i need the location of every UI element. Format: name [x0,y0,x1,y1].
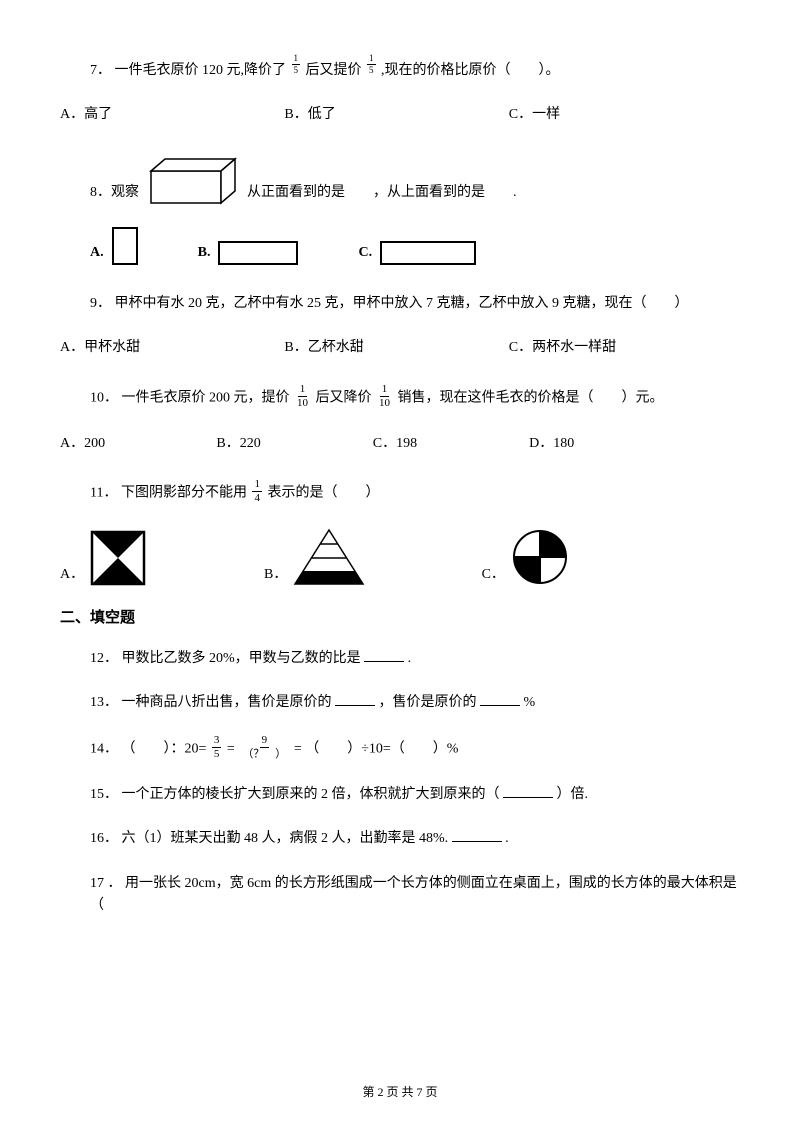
fraction-9-x: 9（？ ） [240,735,288,760]
q8-t2: 从正面看到的是 ，从上面看到的是 . [247,182,517,204]
q9-num: 9． [90,296,111,311]
q9-opt-b: B．乙杯水甜 [284,337,508,359]
q15-blank [503,784,553,798]
q13-blank-1 [335,692,375,706]
q11-options: A． B． C． [60,528,740,586]
question-7: 7． 一件毛衣原价 120 元,降价了 15 后又提价 15 ,现在的价格比原价… [60,60,740,82]
q8-num: 8． [90,182,111,204]
q12-text: 甲数比乙数多 20%，甲数与乙数的比是 [122,651,361,666]
q13-num: 13． [90,695,118,710]
q7-t2: 后又提价 [306,63,362,78]
q7-num: 7． [90,63,111,78]
question-11: 11． 下图阴影部分不能用 14 表示的是（ ） [60,481,740,506]
q7-opt-c: C．一样 [509,104,733,126]
page-footer: 第 2 页 共 7 页 [0,1083,800,1102]
q12-suffix: . [408,651,412,666]
q14-eq1: = [227,741,235,756]
q11-opt-c: C． [482,528,569,586]
question-8: 8． 观察 从正面看到的是 ，从上面看到的是 . [60,157,740,205]
q17-text: 用一张长 20cm，宽 6cm 的长方形纸围成一个长方体的侧面立在桌面上，围成的… [90,876,737,913]
q8-opt-b: B. [198,241,299,265]
q12-blank [364,648,404,662]
q9-opt-a: A．甲杯水甜 [60,337,284,359]
q8-options: A. B. C. [60,227,740,265]
question-17: 17 ． 用一张长 20cm，宽 6cm 的长方形纸围成一个长方体的侧面立在桌面… [60,873,740,918]
q16-t2: . [505,831,509,846]
question-10: 10． 一件毛衣原价 200 元，提价 110 后又降价 110 销售，现在这件… [60,386,740,411]
q7-t1: 一件毛衣原价 120 元,降价了 [115,63,287,78]
fraction-1-10-a: 110 [295,384,310,409]
q15-t2: ）倍. [557,787,589,802]
q13-t2: ，售价是原价的 [379,695,477,710]
q8-opt-a: A. [90,227,138,265]
q15-num: 15． [90,787,118,802]
q8-t1: 观察 [111,182,139,204]
q10-t2: 后又降价 [316,390,372,405]
q7-opt-a: A．高了 [60,104,284,126]
q10-opt-a: A．200 [60,433,216,455]
q10-num: 10． [90,390,118,405]
fraction-1-5-a: 15 [292,54,301,75]
triangle-layer-icon [293,528,365,586]
question-16: 16． 六（1）班某天出勤 48 人，病假 2 人，出勤率是 48%. . [60,828,740,850]
q11-opt-a: A． [60,530,264,586]
rect-long-icon [380,241,476,265]
q11-t1: 下图阴影部分不能用 [121,486,247,501]
question-13: 13． 一种商品八折出售，售价是原价的 ，售价是原价的 % [60,692,740,714]
q8-opt-c: C. [358,241,476,265]
q10-options: A．200 B．220 C．198 D．180 [60,433,740,455]
question-9: 9． 甲杯中有水 20 克，乙杯中有水 25 克，甲杯中放入 7 克糖，乙杯中放… [60,293,740,315]
q10-opt-c: C．198 [373,433,529,455]
fraction-1-5-b: 15 [367,54,376,75]
question-15: 15． 一个正方体的棱长扩大到原来的 2 倍，体积就扩大到原来的（ ）倍. [60,784,740,806]
q17-num: 17 ． [90,876,122,891]
square-diag-icon [90,530,146,586]
rect-tall-icon [112,227,138,265]
q9-options: A．甲杯水甜 B．乙杯水甜 C．两杯水一样甜 [60,337,740,359]
q12-num: 12． [90,651,118,666]
q11-opt-b: B． [264,528,482,586]
q16-num: 16． [90,831,118,846]
q13-t3: % [524,695,536,710]
fraction-1-10-b: 110 [377,384,392,409]
q10-opt-d: D．180 [529,433,685,455]
q14-t2: （ ）÷10=（ ）% [305,741,458,756]
cuboid-figure [143,157,243,205]
q7-options: A．高了 B．低了 C．一样 [60,104,740,126]
q13-blank-2 [480,692,520,706]
q14-eq2: = [294,741,302,756]
q10-t1: 一件毛衣原价 200 元，提价 [122,390,290,405]
q9-opt-c: C．两杯水一样甜 [509,337,733,359]
q11-t2: 表示的是（ ） [267,486,379,501]
rect-wide-icon [218,241,298,265]
q14-t1: （ ）：20= [122,741,207,756]
q16-blank [452,828,502,842]
q9-text: 甲杯中有水 20 克，乙杯中有水 25 克，甲杯中放入 7 克糖，乙杯中放入 9… [115,296,689,311]
q10-opt-b: B．220 [216,433,372,455]
fraction-1-4: 14 [252,479,262,504]
question-14: 14． （ ）：20= 35 = 9（？ ） = （ ）÷10=（ ）% [60,737,740,762]
section-2-title: 二、填空题 [60,606,740,630]
question-12: 12． 甲数比乙数多 20%，甲数与乙数的比是 . [60,648,740,670]
q11-num: 11． [90,486,117,501]
q7-opt-b: B．低了 [284,104,508,126]
q10-t3: 销售，现在这件毛衣的价格是（ ）元。 [398,390,664,405]
q16-t1: 六（1）班某天出勤 48 人，病假 2 人，出勤率是 48%. [122,831,449,846]
circle-quarter-icon [511,528,569,586]
q14-num: 14． [90,741,118,756]
q15-t1: 一个正方体的棱长扩大到原来的 2 倍，体积就扩大到原来的（ [122,787,500,802]
fraction-3-5: 35 [212,735,222,760]
q13-t1: 一种商品八折出售，售价是原价的 [122,695,332,710]
q7-t3: ,现在的价格比原价（ ）。 [381,63,560,78]
